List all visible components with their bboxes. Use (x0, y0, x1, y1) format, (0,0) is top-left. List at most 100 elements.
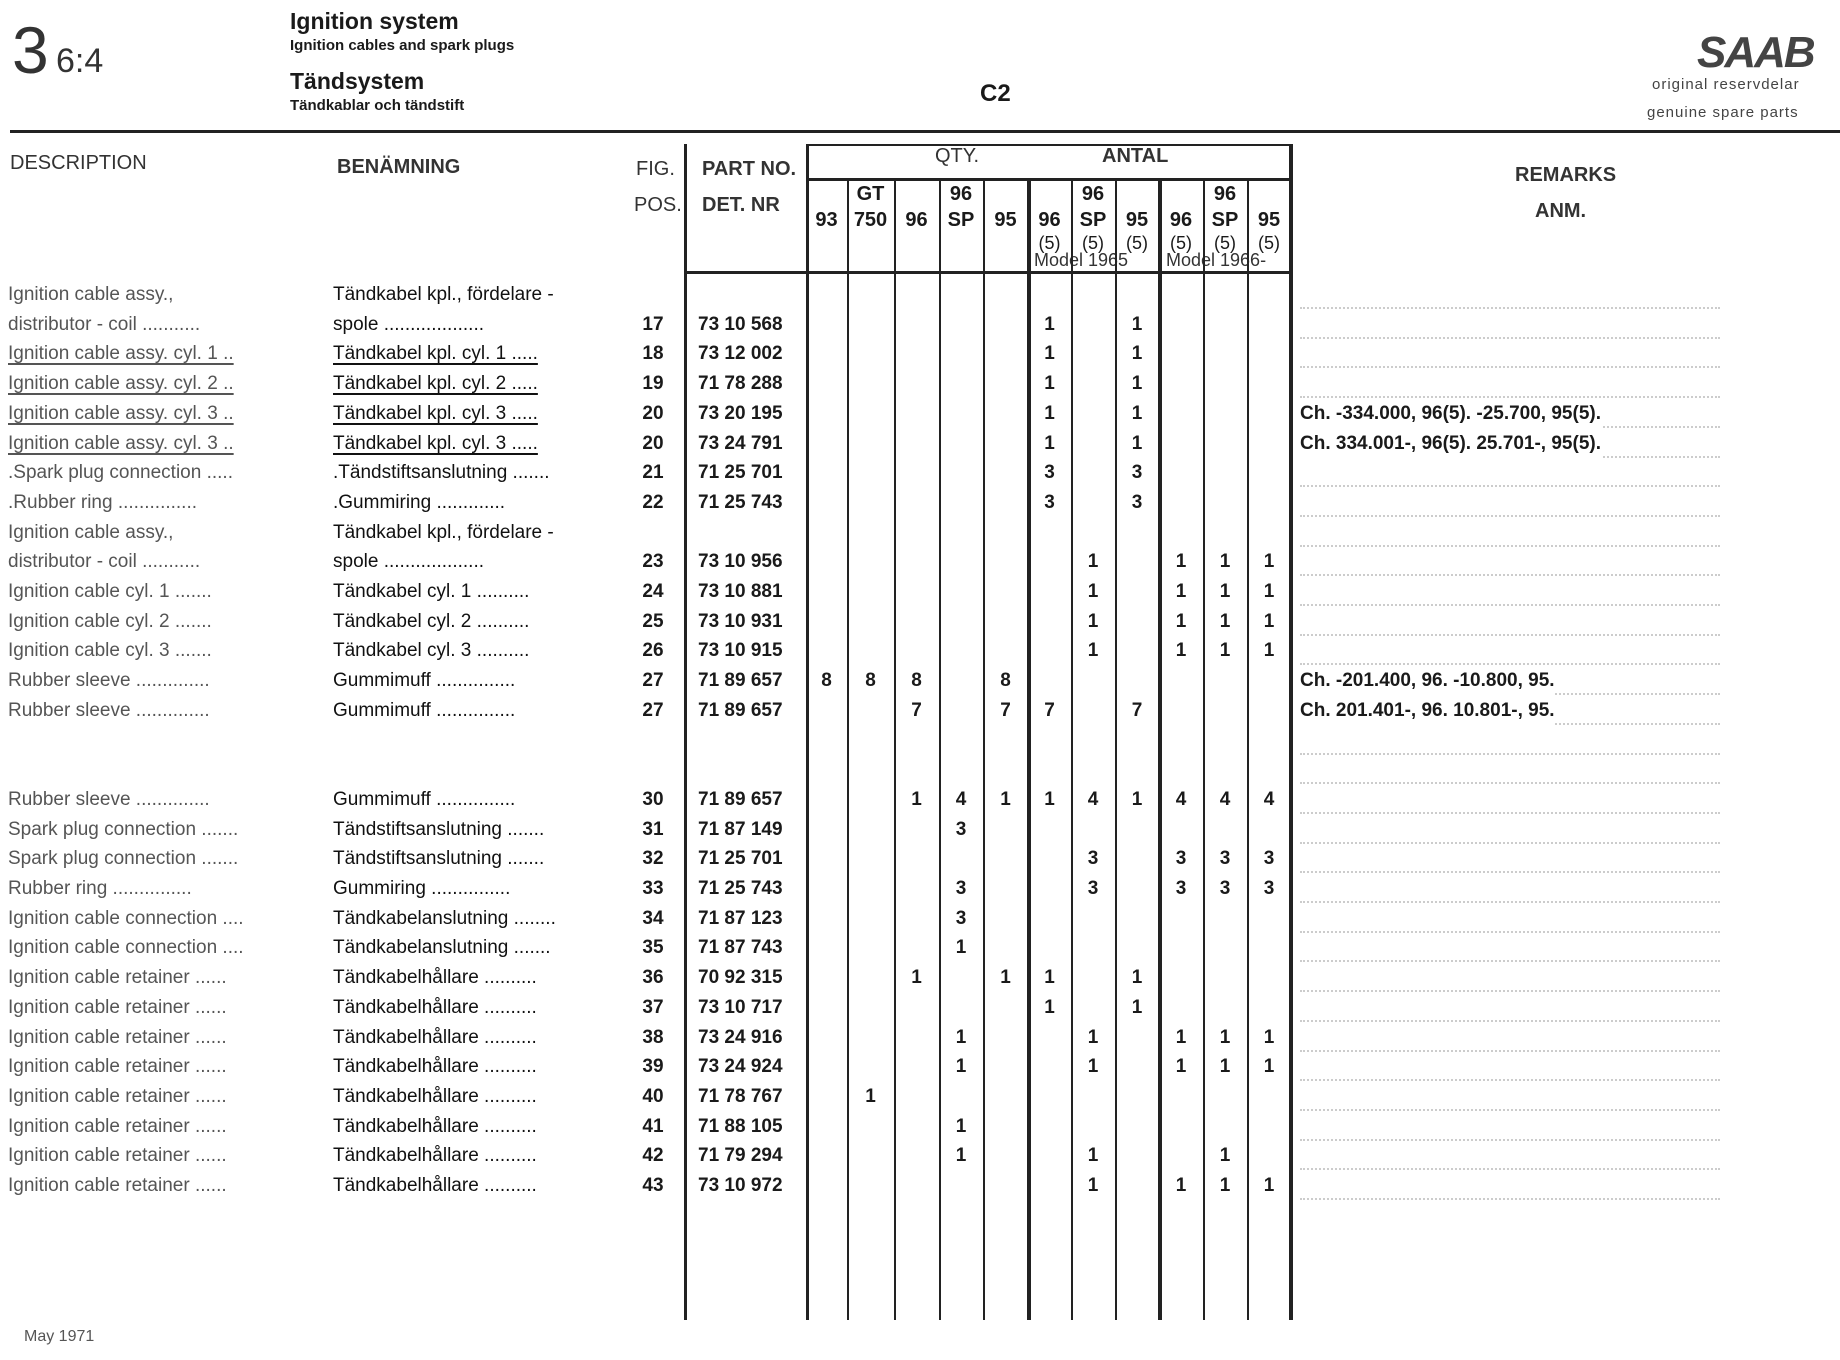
qty-cell: 1 (1044, 402, 1055, 424)
remarks-dotted-line (1300, 1138, 1720, 1141)
vline-qty-col (983, 178, 985, 1320)
qty-cell: 1 (1219, 1026, 1231, 1048)
qty-header-top (806, 144, 1291, 146)
qty-cell: 1 (1219, 1056, 1231, 1078)
vline-qty-remarks (1289, 144, 1293, 1320)
remarks-dotted-line (1300, 841, 1720, 844)
part-number-cell: 71 89 657 (698, 788, 783, 810)
table-row: distributor - coil ........... spole ....… (0, 547, 1840, 577)
remarks-dotted-line (1300, 811, 1720, 814)
qty-cell: 1 (1044, 967, 1055, 989)
fig-pos-cell: 31 (642, 818, 664, 840)
table-row: Ignition cable cyl. 2 ....... Tändkabel c… (0, 607, 1840, 636)
qty-cell: 1 (1087, 1056, 1099, 1078)
table-row: Ignition cable connection .... Tändkabela… (0, 904, 1840, 933)
qty-col-header-bottom: 96 (1169, 209, 1193, 231)
qty-cell: 1 (1000, 967, 1011, 989)
qty-cell: 7 (1044, 699, 1055, 721)
qty-cell: 1 (1263, 581, 1275, 602)
fig-pos-cell: 35 (642, 937, 664, 959)
page-code: C2 (980, 80, 1011, 107)
benamning-cell: Tändkabelhållare .......... (333, 996, 537, 1018)
qty-cell: 8 (865, 670, 876, 692)
qty-cell: 1 (1175, 1175, 1187, 1196)
fig-pos-cell: 36 (642, 967, 664, 989)
description-cell: Spark plug connection ....... (8, 848, 239, 870)
remarks-dotted-line (1300, 1019, 1720, 1022)
qty-col-header-top: 96 (949, 183, 973, 205)
qty-cell: 1 (1263, 551, 1275, 573)
saab-logo: SAAB (1697, 28, 1816, 77)
table-row: Ignition cable retainer ...... Tändkabelh… (0, 1112, 1840, 1141)
description-cell: Ignition cable connection .... (8, 937, 244, 959)
table-row: Ignition cable assy. cyl. 3 .. Tändkabel … (0, 428, 1840, 458)
qty-cell: 1 (1263, 640, 1275, 662)
table-row: Ignition cable cyl. 1 ....... Tändkabel c… (0, 577, 1840, 606)
qty-col-header-top: 96 (1081, 183, 1105, 205)
benamning-cell: Tändkabel kpl., fördelare - (333, 284, 554, 305)
description-cell: Ignition cable retainer ...... (8, 1026, 227, 1048)
remark-cell: Ch. 201.401-, 96. 10.801-, 95. (1300, 695, 1555, 725)
qty-cell: 1 (1263, 1026, 1275, 1048)
qty-cell: 3 (1131, 462, 1143, 484)
qty-col-header-bottom: 95 (994, 209, 1017, 231)
remarks-dotted-line (1300, 871, 1720, 874)
qty-col-header-bottom: 95 (1257, 209, 1281, 231)
qty-col-header-sub: (5) (1126, 233, 1148, 253)
fig-pos-cell: 39 (642, 1056, 664, 1078)
description-cell: Ignition cable assy. cyl. 2 .. (8, 373, 234, 395)
table-row: .Rubber ring ............... .Gummiring .… (0, 488, 1840, 517)
table-row: Ignition cable retainer ...... Tändkabelh… (0, 1141, 1840, 1171)
description-cell: Ignition cable assy., (8, 521, 174, 543)
benamning-cell: Tändkabel cyl. 2 .......... (333, 610, 530, 632)
description-cell: Ignition cable retainer ...... (8, 1085, 227, 1107)
part-number-cell: 71 78 767 (698, 1085, 783, 1107)
qty-col-header-bottom: 96 (1038, 209, 1061, 231)
vline-qty-col (939, 178, 941, 1320)
qty-cell: 3 (1131, 491, 1143, 513)
part-number-cell: 71 79 294 (698, 1145, 783, 1167)
qty-cell: 3 (1044, 462, 1055, 484)
table-row: Ignition cable assy., Tändkabel kpl., för… (0, 518, 1840, 547)
qty-cell: 4 (1087, 788, 1099, 810)
table-row: Ignition cable cyl. 3 ....... Tändkabel c… (0, 636, 1840, 666)
fig-pos-cell: 26 (642, 640, 664, 662)
table-row: Ignition cable retainer ...... Tändkabelh… (0, 1052, 1840, 1082)
tagline-sv: original reservdelar (1652, 76, 1800, 93)
remarks-dotted-line (1300, 663, 1720, 666)
qty-cell: 1 (1263, 1175, 1275, 1196)
benamning-cell: spole ................... (333, 313, 484, 335)
remarks-dotted-line (1300, 633, 1720, 636)
description-cell: Ignition cable cyl. 2 ....... (8, 610, 212, 632)
col-fig: FIG. (636, 158, 675, 180)
col-pos: POS. (634, 194, 682, 216)
description-cell: Rubber sleeve .............. (8, 699, 210, 721)
vline-qty-col (894, 178, 896, 1320)
description-cell: Ignition cable retainer ...... (8, 996, 227, 1018)
qty-cell: 3 (1175, 878, 1187, 899)
remarks-dotted-line (1300, 752, 1720, 755)
benamning-cell: Tändkabelanslutning ........ (333, 907, 556, 929)
model-1966-label: Model 1966- (1166, 250, 1267, 270)
remark-cell: Ch. -201.400, 96. -10.800, 95. (1300, 666, 1555, 696)
qty-col-header-sub: (5) (1170, 233, 1192, 253)
table-row: Ignition cable retainer ...... Tändkabelh… (0, 993, 1840, 1022)
vline-part-qty (806, 144, 809, 1320)
qty-cell: 1 (955, 1145, 967, 1167)
description-cell: Ignition cable retainer ...... (8, 1145, 227, 1167)
qty-cell: 1 (955, 1115, 967, 1137)
fig-pos-cell: 34 (642, 907, 664, 929)
subtitle-sv: Tändkablar och tändstift (290, 97, 465, 114)
remarks-dotted-line (1300, 782, 1720, 785)
vline-qty-col (1115, 178, 1117, 1320)
vline-qty-col (1203, 178, 1205, 1320)
description-cell: Rubber sleeve .............. (8, 670, 210, 692)
qty-cell: 1 (1219, 1145, 1231, 1167)
model-1965-label: Model 1965 (1034, 250, 1129, 270)
remarks-dotted-line (1300, 544, 1720, 547)
table-row: Ignition cable retainer ...... Tändkabelh… (0, 1023, 1840, 1052)
col-part-no: PART NO. (702, 158, 797, 180)
qty-col-header-sub: (5) (1082, 233, 1104, 253)
vline-qty-col (1071, 178, 1073, 1320)
